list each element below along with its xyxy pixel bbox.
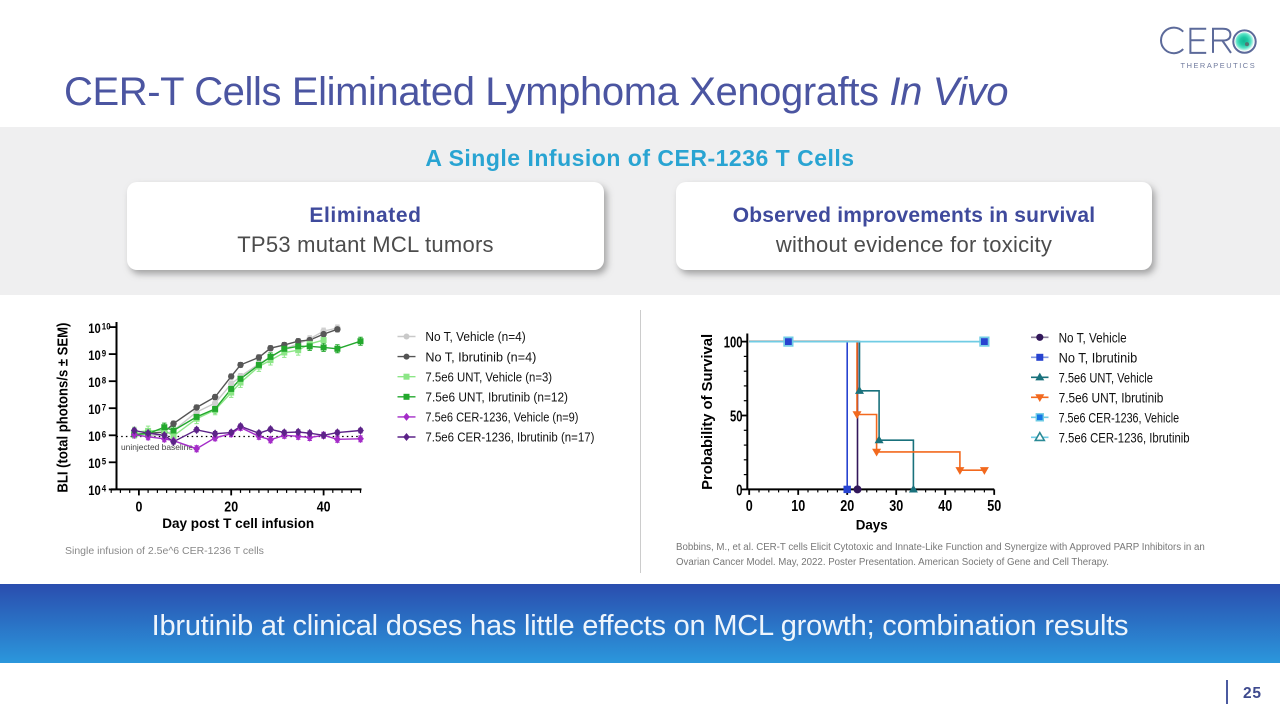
svg-text:7.5e6 UNT, Ibrutinib (n=12): 7.5e6 UNT, Ibrutinib (n=12) bbox=[425, 390, 568, 405]
svg-text:7.5e6 CER-1236, Vehicle (n=9): 7.5e6 CER-1236, Vehicle (n=9) bbox=[425, 410, 578, 425]
svg-text:20: 20 bbox=[224, 499, 238, 516]
svg-text:7.5e6 UNT, Vehicle: 7.5e6 UNT, Vehicle bbox=[1059, 370, 1153, 386]
svg-text:10: 10 bbox=[88, 401, 101, 417]
svg-text:10: 10 bbox=[88, 320, 101, 336]
svg-text:7.5e6 CER-1236, Vehicle: 7.5e6 CER-1236, Vehicle bbox=[1059, 410, 1180, 426]
svg-text:10: 10 bbox=[88, 455, 101, 471]
svg-text:7.5e6 UNT, Vehicle (n=3): 7.5e6 UNT, Vehicle (n=3) bbox=[425, 369, 552, 384]
svg-text:30: 30 bbox=[889, 498, 903, 515]
svg-text:8: 8 bbox=[102, 376, 106, 387]
svg-text:No T, Ibrutinib: No T, Ibrutinib bbox=[1059, 350, 1138, 366]
svg-text:7.5e6 CER-1236, Ibrutinib (n=1: 7.5e6 CER-1236, Ibrutinib (n=17) bbox=[425, 430, 594, 445]
svg-text:Probability of Survival: Probability of Survival bbox=[700, 334, 716, 490]
svg-text:10: 10 bbox=[88, 347, 101, 363]
svg-text:40: 40 bbox=[938, 498, 952, 515]
svg-text:BLI (total photons/s ± SEM): BLI (total photons/s ± SEM) bbox=[56, 322, 72, 492]
svg-text:50: 50 bbox=[730, 409, 743, 426]
svg-text:No T, Vehicle: No T, Vehicle bbox=[1059, 330, 1127, 346]
svg-text:10: 10 bbox=[88, 482, 101, 498]
svg-text:4: 4 bbox=[102, 484, 107, 495]
svg-text:7.5e6 CER-1236, Ibrutinib: 7.5e6 CER-1236, Ibrutinib bbox=[1059, 430, 1190, 446]
svg-text:10: 10 bbox=[791, 498, 805, 515]
svg-text:uninjected baseline: uninjected baseline bbox=[121, 442, 193, 452]
svg-text:40: 40 bbox=[317, 499, 331, 516]
svg-text:9: 9 bbox=[102, 348, 106, 359]
svg-text:0: 0 bbox=[736, 482, 742, 499]
svg-text:0: 0 bbox=[746, 498, 753, 515]
svg-text:7: 7 bbox=[102, 403, 106, 414]
svg-text:Days: Days bbox=[856, 517, 888, 533]
svg-text:100: 100 bbox=[724, 335, 743, 352]
svg-text:0: 0 bbox=[135, 499, 142, 516]
svg-text:10: 10 bbox=[88, 374, 101, 390]
svg-text:THERAPEUTICS: THERAPEUTICS bbox=[1181, 61, 1257, 70]
svg-text:5: 5 bbox=[102, 457, 107, 468]
svg-text:Day post T cell infusion: Day post T cell infusion bbox=[162, 515, 314, 531]
svg-text:6: 6 bbox=[102, 430, 106, 441]
svg-text:50: 50 bbox=[987, 498, 1001, 515]
svg-text:20: 20 bbox=[840, 498, 854, 515]
svg-text:No T, Vehicle (n=4): No T, Vehicle (n=4) bbox=[425, 329, 525, 344]
svg-text:No T, Ibrutinib (n=4): No T, Ibrutinib (n=4) bbox=[425, 349, 536, 364]
svg-text:7.5e6 UNT, Ibrutinib: 7.5e6 UNT, Ibrutinib bbox=[1059, 390, 1164, 406]
svg-text:10: 10 bbox=[102, 321, 111, 332]
svg-text:10: 10 bbox=[88, 428, 101, 444]
